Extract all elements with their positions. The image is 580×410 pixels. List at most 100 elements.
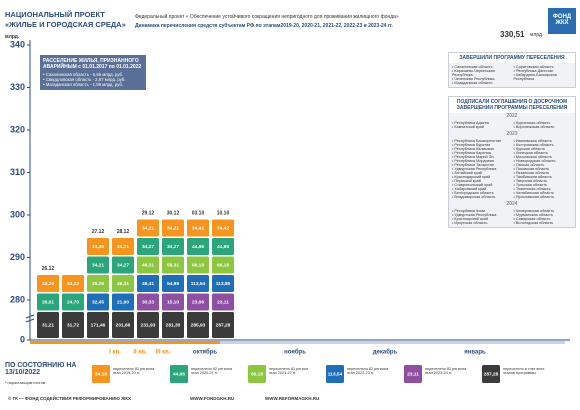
region: • Липецкая область — [513, 151, 548, 155]
region: • Ярославская область — [513, 195, 554, 199]
timeline-label: январь — [464, 350, 486, 356]
column-box — [62, 312, 84, 338]
box-value: 34,21 — [117, 244, 129, 250]
timeline-label: I кв. — [109, 350, 121, 356]
region: • Омская область — [513, 163, 545, 167]
panel-title: ЗАВЕРШИЛИ ПРОГРАММУ ПЕРЕСЕЛЕНИЯ — [449, 53, 575, 63]
box-value: 34,21 — [92, 262, 104, 268]
column-box — [212, 312, 234, 338]
subtitle: Федеральный проект « Обеспечение устойчи… — [135, 14, 399, 20]
region: • Республика Адыгея — [452, 121, 489, 125]
legend-swatch — [92, 365, 110, 383]
column-date: 30.12 — [167, 210, 180, 216]
box-value: 23,06 — [192, 299, 204, 305]
completed-panel: ЗАВЕРШИЛИ ПРОГРАММУ ПЕРЕСЕЛЕНИЯ • Сахали… — [448, 52, 576, 88]
column-box — [187, 275, 209, 292]
box-value: 34,42 — [217, 225, 229, 231]
y-tick-label: 280 — [10, 294, 25, 304]
legend-text: переселено 81 регион этап 2021-22 гг. — [269, 367, 309, 375]
legend-text: переселено 82 региона этап 2020-21 гг. — [191, 367, 233, 375]
signed-panel: ПОДПИСАЛИ СОГЛАШЕНИЯ О ДОСРОЧНОМ ЗАВЕРШЕ… — [448, 96, 576, 228]
column-box — [212, 275, 234, 292]
year: 2022 — [506, 113, 518, 119]
column-box — [87, 312, 109, 338]
box-value: 34,27 — [117, 262, 129, 268]
column-box — [87, 256, 109, 274]
footer: WWW.FONDGKH.RU — [190, 396, 235, 401]
year: 2023 — [506, 131, 518, 137]
column-date: 29.12 — [142, 210, 155, 216]
legend-value: 34,18 — [95, 371, 107, 377]
box-value: 23,11 — [217, 299, 229, 305]
region: • Республика Мордовия — [452, 159, 494, 163]
column-box — [137, 219, 159, 237]
year: 2024 — [506, 201, 518, 207]
box-value: 46,31 — [117, 281, 129, 287]
column-box — [37, 312, 59, 338]
region: • Новгородская область — [513, 159, 556, 163]
column-date: 03.10 — [192, 210, 205, 216]
box-value: 34,21 — [142, 225, 154, 231]
legend-swatch — [482, 365, 500, 383]
box-value: 34,42 — [192, 225, 204, 231]
logo: ФОНД ЖКХ — [548, 8, 576, 34]
region: • Республика Коми — [452, 209, 486, 213]
column-box — [112, 256, 134, 274]
y-tick-label: 340 — [10, 39, 25, 49]
region: • Республика Марий Эл — [452, 155, 494, 159]
box-value: 35,25 — [92, 281, 104, 287]
region: • Республика Башкортостан — [452, 139, 502, 143]
y-tick-label: 310 — [10, 167, 25, 177]
region-list: • Республика Коми • Удмуртская Республика… — [449, 207, 575, 227]
column-box — [162, 312, 184, 338]
column-box — [137, 293, 159, 311]
region: • Карачаево-Черкесская Республика — [452, 69, 495, 77]
box-value: 31,72 — [67, 322, 79, 328]
timeline-label: III кв. — [155, 350, 170, 356]
column-box — [137, 275, 159, 292]
column-box — [187, 256, 209, 274]
region: • Чеченская Республика — [452, 77, 495, 81]
region: • Вологодская область — [513, 221, 554, 225]
footer: © ГК — ФОНД СОДЕЙСТВИЯ РЕФОРМИРОВАНИЮ ЖК… — [8, 396, 131, 401]
y-tick-label: 290 — [10, 252, 25, 262]
column-box — [87, 238, 109, 255]
column-box — [137, 238, 159, 255]
region: • Красноярский край — [452, 217, 488, 221]
region-list: • Республика Башкортостан • Республика Бу… — [449, 137, 575, 201]
column-box — [212, 238, 234, 255]
column-box — [62, 275, 84, 292]
box-value: 26,01 — [42, 299, 54, 305]
box-value: 24,70 — [67, 299, 79, 305]
region: • Республика Бурятия — [452, 143, 491, 147]
column-box — [37, 275, 59, 292]
column-box — [187, 312, 209, 338]
inset-item: • Магаданская область - 1,99 млрд. руб. — [43, 82, 124, 87]
column-box — [162, 256, 184, 274]
region: • Хабаровский край — [452, 187, 487, 191]
column-date: 10.10 — [217, 210, 230, 216]
box-value: 285,93 — [191, 322, 206, 328]
box-value: 171,46 — [91, 322, 106, 328]
region: • Тюменская область — [513, 187, 551, 191]
region: • Владимирская область — [452, 195, 496, 199]
region: • Тульская область — [513, 183, 547, 187]
column-box — [112, 275, 134, 292]
box-value: 201,66 — [116, 322, 131, 328]
legend-swatch — [326, 365, 344, 383]
title-2: «ЖИЛЬЕ И ГОРОДСКАЯ СРЕДА» — [5, 20, 126, 29]
box-value: 56,31 — [167, 262, 179, 268]
inset-item: • Свердловская область - 2,67 млрд. руб. — [43, 77, 126, 82]
column-box — [212, 293, 234, 311]
box-value: 34,49 — [92, 244, 104, 250]
column-box — [87, 293, 109, 311]
subtitle-2: Динамика перечисления средств субъектам … — [135, 23, 393, 29]
column-date: 26.12 — [42, 266, 55, 272]
region: • Костромская область — [513, 143, 554, 147]
region: • Республика Карелия — [452, 151, 491, 155]
region: • Удмуртская Республика — [452, 213, 497, 217]
legend-text: переселено 82 региона этап 2023-24 гг. — [425, 367, 467, 375]
box-value: 34,27 — [142, 244, 154, 250]
region: • Удмуртская Республика — [452, 167, 497, 171]
